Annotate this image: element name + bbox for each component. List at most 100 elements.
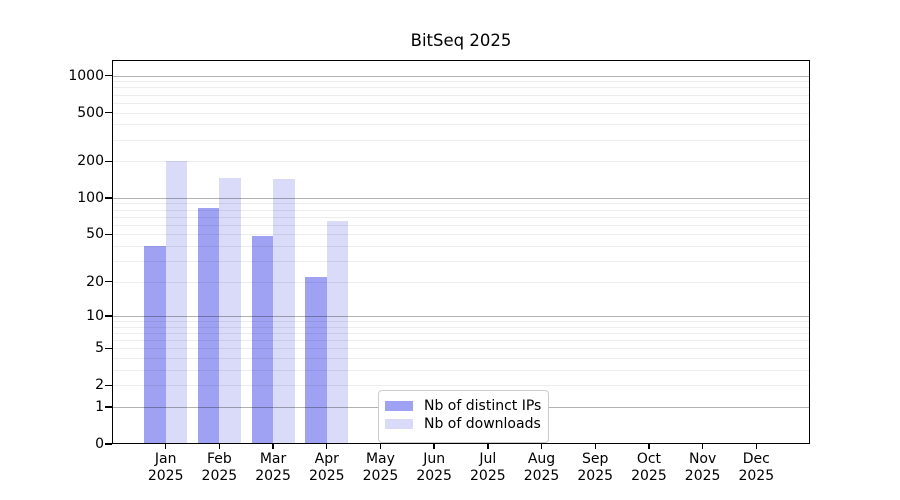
x-tick-mark	[326, 444, 328, 449]
legend-item-downloads: Nb of downloads	[385, 415, 548, 433]
major-gridline	[112, 197, 810, 200]
x-tick-year-text: 2025	[201, 467, 238, 484]
x-tick-year-text: 2025	[255, 467, 291, 484]
minor-gridline	[112, 209, 810, 211]
y-tick-mark	[105, 347, 112, 350]
minor-gridline	[112, 281, 810, 283]
legend-label-distinct-ips: Nb of distinct IPs	[424, 398, 542, 414]
bar-downloads-mar	[273, 178, 295, 444]
y-tick-label: 100	[77, 189, 104, 206]
x-tick-month-text: May	[365, 451, 395, 467]
x-tick-mark	[379, 444, 382, 449]
minor-gridline	[112, 81, 810, 83]
x-tick-label-dec: Dec 2025	[728, 451, 784, 484]
minor-gridline	[112, 139, 810, 141]
y-tick-label: 5	[95, 340, 104, 357]
minor-gridline	[112, 333, 810, 335]
plot-area: Nb of distinct IPs Nb of downloads	[112, 60, 810, 444]
x-tick-mark	[218, 444, 221, 449]
y-tick-mark	[105, 443, 112, 445]
x-tick-label-nov: Nov 2025	[675, 451, 731, 484]
bars-layer	[112, 60, 810, 444]
bar-distinct-ips-jan	[144, 245, 166, 444]
x-tick-label-jan: Jan 2025	[138, 451, 194, 484]
x-tick-year-text: 2025	[577, 467, 614, 484]
bar-downloads-jan	[165, 161, 188, 444]
x-tick-year-text: 2025	[523, 467, 560, 484]
y-tick-mark	[105, 406, 112, 408]
minor-gridline	[112, 94, 810, 96]
grid-layer	[112, 60, 810, 444]
x-tick-month-text: Feb	[206, 451, 232, 467]
chart-title: BitSeq 2025	[410, 31, 512, 50]
y-tick-mark	[105, 315, 112, 317]
minor-gridline	[112, 260, 810, 262]
y-tick-mark	[105, 160, 112, 162]
bar-distinct-ips-apr	[305, 276, 327, 444]
x-tick-mark	[487, 444, 489, 449]
bar-distinct-ips-mar	[251, 236, 274, 444]
x-tick-label-jun: Jun 2025	[406, 451, 462, 484]
minor-gridline	[112, 321, 810, 323]
y-tick-label: 200	[77, 153, 104, 170]
minor-gridline	[112, 87, 810, 89]
y-tick-mark	[105, 280, 112, 283]
x-tick-mark	[272, 444, 274, 449]
x-tick-mark	[164, 444, 167, 449]
minor-gridline	[112, 234, 810, 236]
x-tick-month-text: Nov	[688, 451, 717, 467]
legend-item-distinct-ips: Nb of distinct IPs	[385, 397, 548, 415]
x-tick-month-text: Jun	[423, 451, 446, 467]
minor-gridline	[112, 224, 810, 226]
x-tick-month-text: Jan	[154, 451, 177, 467]
x-tick-month-text: Oct	[636, 451, 662, 467]
y-tick-mark	[105, 233, 112, 236]
x-tick-label-mar: Mar 2025	[245, 451, 301, 484]
x-tick-month-text: Sep	[582, 451, 609, 467]
x-tick-month-text: Apr	[314, 451, 339, 467]
minor-gridline	[112, 102, 810, 104]
y-tick-mark	[105, 111, 112, 114]
y-tick-label: 50	[86, 226, 104, 243]
x-tick-mark	[648, 444, 650, 449]
bar-downloads-apr	[326, 220, 349, 444]
y-tick-label: 1	[95, 399, 104, 416]
x-tick-year-text: 2025	[416, 467, 452, 484]
y-tick-label: 10	[86, 308, 104, 325]
minor-gridline	[112, 245, 810, 247]
minor-gridline	[112, 124, 810, 126]
x-tick-label-oct: Oct 2025	[621, 451, 677, 484]
y-tick-mark	[105, 197, 112, 199]
x-tick-label-aug: Aug 2025	[514, 451, 570, 484]
y-tick-label: 20	[86, 273, 104, 290]
x-tick-month-text: Dec	[742, 451, 770, 467]
minor-gridline	[112, 326, 810, 328]
legend-label-downloads: Nb of downloads	[424, 416, 541, 432]
bar-distinct-ips-feb	[197, 207, 220, 444]
minor-gridline	[112, 370, 810, 372]
x-tick-year-text: 2025	[362, 467, 399, 484]
legend-swatch-downloads-icon	[385, 419, 413, 429]
major-gridline	[112, 316, 810, 318]
minor-gridline	[112, 203, 810, 205]
x-tick-label-may: May 2025	[352, 451, 408, 484]
x-tick-month-text: Mar	[259, 451, 287, 467]
minor-gridline	[112, 340, 810, 342]
legend-swatch-distinct-ips-icon	[385, 401, 413, 411]
x-tick-month-text: Jul	[479, 451, 497, 467]
y-tick-label: 2	[95, 377, 104, 394]
x-tick-year-text: 2025	[738, 467, 775, 484]
x-tick-year-text: 2025	[308, 467, 345, 484]
minor-gridline	[112, 358, 810, 360]
minor-gridline	[112, 161, 810, 163]
y-tick-label: 1000	[68, 67, 104, 84]
legend: Nb of distinct IPs Nb of downloads	[378, 390, 549, 443]
x-tick-label-sep: Sep 2025	[567, 451, 623, 484]
y-tick-label: 500	[77, 104, 104, 121]
minor-gridline	[112, 112, 810, 114]
x-tick-year-text: 2025	[631, 467, 667, 484]
x-tick-mark	[540, 444, 543, 449]
x-tick-mark	[755, 444, 757, 449]
x-tick-mark	[433, 444, 435, 449]
minor-gridline	[112, 385, 810, 387]
